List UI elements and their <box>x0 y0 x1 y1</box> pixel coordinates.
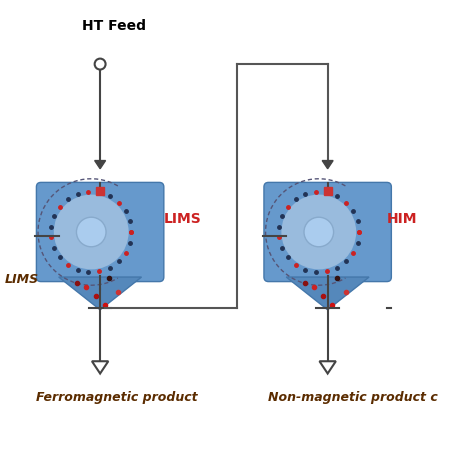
Polygon shape <box>322 161 333 169</box>
Text: LIMS: LIMS <box>5 273 39 285</box>
Circle shape <box>280 193 357 271</box>
Polygon shape <box>92 361 108 374</box>
Circle shape <box>76 217 106 247</box>
Text: HIM: HIM <box>387 212 417 227</box>
Polygon shape <box>286 277 369 310</box>
Polygon shape <box>59 277 142 310</box>
Text: HT Feed: HT Feed <box>82 19 146 33</box>
FancyBboxPatch shape <box>264 182 392 282</box>
Circle shape <box>53 193 130 271</box>
Circle shape <box>304 217 334 247</box>
Text: Non-magnetic product c: Non-magnetic product c <box>268 391 438 404</box>
Polygon shape <box>319 361 336 374</box>
Text: LIMS: LIMS <box>164 212 201 227</box>
Text: Ferromagnetic product: Ferromagnetic product <box>36 391 198 404</box>
FancyBboxPatch shape <box>36 182 164 282</box>
Circle shape <box>95 59 106 70</box>
Polygon shape <box>95 161 106 169</box>
